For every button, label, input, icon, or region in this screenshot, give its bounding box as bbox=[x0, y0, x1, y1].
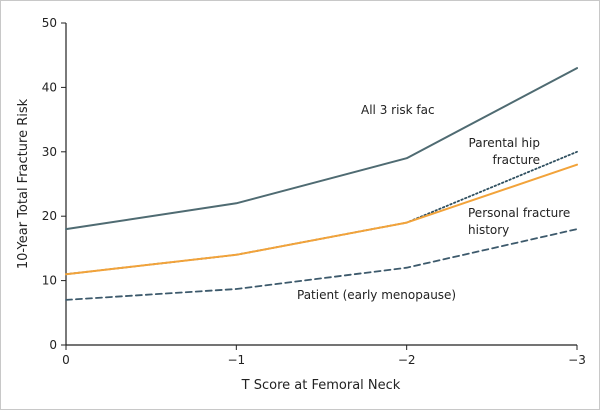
annotation-parental-1: Parental hip bbox=[469, 136, 540, 150]
annotation-all3: All 3 risk fac bbox=[361, 103, 435, 117]
annotation-parental-2: fracture bbox=[493, 153, 540, 167]
x-axis-title: T Score at Femoral Neck bbox=[241, 378, 401, 393]
axes bbox=[61, 22, 578, 350]
annotation-personal-2: history bbox=[468, 223, 509, 237]
y-axis-title: 10-Year Total Fracture Risk bbox=[16, 98, 31, 269]
series-line-all3 bbox=[65, 67, 578, 231]
series-line-patient bbox=[65, 228, 578, 301]
annotations: All 3 risk fac Parental hip fracture Person… bbox=[297, 103, 570, 302]
annotation-personal-1: Personal fracture bbox=[468, 206, 570, 220]
y-tick-label: 10 bbox=[42, 274, 57, 288]
series-line-personal bbox=[65, 163, 578, 276]
x-tick-label: −1 bbox=[227, 353, 245, 367]
x-tick-label: −3 bbox=[568, 353, 586, 367]
series-lines bbox=[65, 67, 578, 301]
y-tick-label: 20 bbox=[42, 209, 57, 223]
y-tick-label: 30 bbox=[42, 145, 57, 159]
y-tick-label: 50 bbox=[42, 16, 57, 30]
x-tick-label: 0 bbox=[62, 353, 70, 367]
y-tick-label: 0 bbox=[49, 338, 57, 352]
annotation-patient: Patient (early menopause) bbox=[297, 288, 456, 302]
tick-labels: 0 10 20 30 40 50 0 −1 −2 −3 bbox=[42, 16, 586, 367]
x-tick-label: −2 bbox=[398, 353, 416, 367]
y-tick-label: 40 bbox=[42, 80, 57, 94]
